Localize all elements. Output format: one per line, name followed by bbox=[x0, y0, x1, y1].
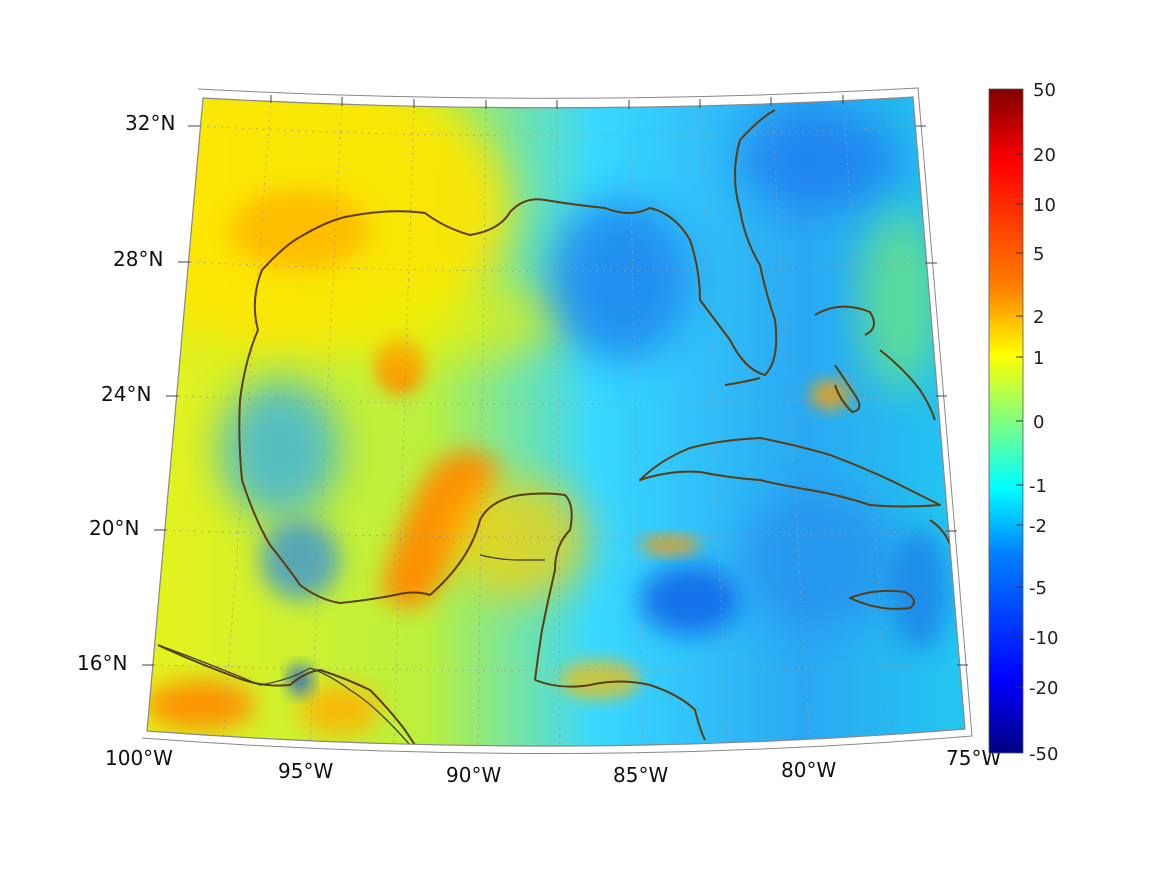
map-frame bbox=[146, 96, 966, 747]
lat-label-16n: 16°N bbox=[77, 651, 127, 675]
coastlines bbox=[157, 109, 951, 746]
lat-label-28n: 28°N bbox=[113, 247, 163, 271]
latitude-labels: 32°N 28°N 24°N 20°N 16°N bbox=[77, 111, 175, 675]
colorbar-label-neg50: -50 bbox=[1029, 744, 1058, 765]
lon-label-80w: 80°W bbox=[781, 758, 836, 782]
colorbar-label-neg5: -5 bbox=[1029, 578, 1047, 599]
colorbar-label-neg1: -1 bbox=[1029, 476, 1047, 497]
colorbar: 50 20 10 5 2 1 0 -1 -2 -5 -10 -20 -50 bbox=[988, 80, 1058, 765]
colorbar-label-50: 50 bbox=[1033, 80, 1056, 101]
colorbar-label-neg20: -20 bbox=[1029, 678, 1058, 699]
colorbar-label-0: 0 bbox=[1033, 412, 1044, 433]
lat-label-20n: 20°N bbox=[89, 516, 139, 540]
frame-ticks bbox=[142, 95, 968, 666]
longitude-labels: 100°W 95°W 90°W 85°W 80°W 75°W bbox=[105, 746, 1001, 787]
lon-label-100w: 100°W bbox=[105, 746, 173, 770]
colorbar-label-2: 2 bbox=[1033, 307, 1044, 328]
colorbar-label-neg2: -2 bbox=[1029, 516, 1047, 537]
colorbar-label-1: 1 bbox=[1033, 348, 1044, 369]
lon-label-95w: 95°W bbox=[278, 759, 333, 783]
map-frame-outer bbox=[141, 87, 973, 755]
anomaly-field bbox=[147, 97, 965, 747]
lat-label-24n: 24°N bbox=[101, 382, 151, 406]
political-borders bbox=[157, 554, 545, 746]
lon-label-90w: 90°W bbox=[446, 763, 501, 787]
colorbar-label-10: 10 bbox=[1033, 195, 1056, 216]
colorbar-label-20: 20 bbox=[1033, 145, 1056, 166]
lat-label-32n: 32°N bbox=[125, 111, 175, 135]
colorbar-label-neg10: -10 bbox=[1029, 628, 1058, 649]
colorbar-label-5: 5 bbox=[1033, 244, 1044, 265]
lon-label-85w: 85°W bbox=[613, 763, 668, 787]
